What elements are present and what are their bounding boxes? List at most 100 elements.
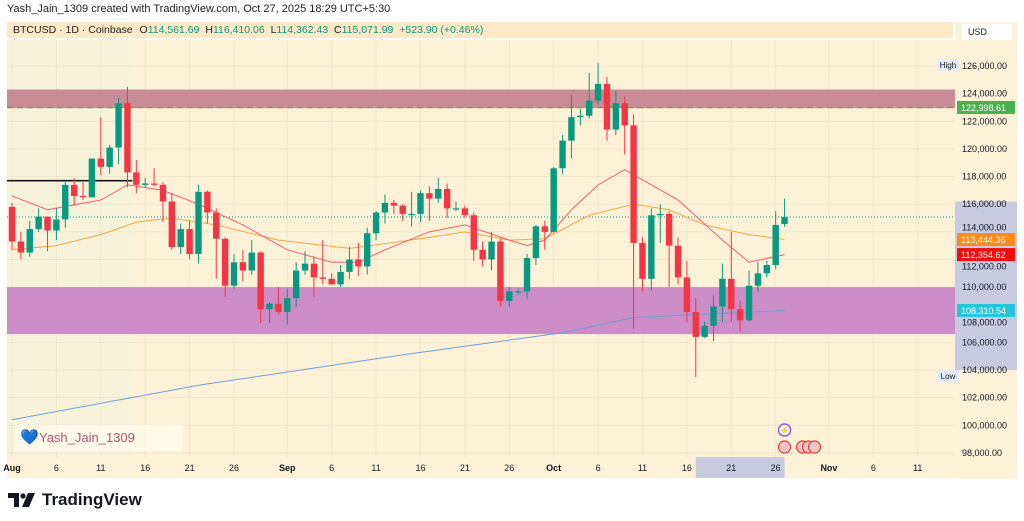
candle[interactable] — [364, 233, 371, 267]
support-zone[interactable] — [7, 287, 955, 335]
symbol-label[interactable]: BTCUSD · 1D · Coinbase — [13, 24, 133, 36]
candle[interactable] — [541, 226, 548, 232]
candle[interactable] — [337, 271, 344, 285]
candle[interactable] — [319, 277, 326, 279]
candle[interactable] — [355, 259, 362, 267]
candle[interactable] — [408, 213, 415, 216]
candle[interactable] — [479, 249, 486, 260]
candle[interactable] — [97, 158, 104, 167]
candle[interactable] — [523, 258, 531, 292]
candle[interactable] — [417, 193, 424, 214]
candle[interactable] — [35, 216, 42, 230]
candle[interactable] — [239, 262, 247, 271]
candle[interactable] — [603, 83, 611, 130]
candle[interactable] — [221, 238, 229, 286]
candle[interactable] — [630, 125, 637, 243]
candle[interactable] — [8, 206, 16, 242]
candle[interactable] — [648, 215, 655, 279]
candle[interactable] — [266, 303, 273, 310]
flash-event-icon[interactable] — [777, 423, 792, 437]
candle[interactable] — [772, 224, 779, 266]
candle[interactable] — [754, 273, 762, 286]
candle[interactable] — [292, 270, 300, 299]
candle[interactable] — [115, 103, 122, 148]
candle[interactable] — [621, 103, 628, 126]
candle[interactable] — [568, 117, 575, 141]
candle[interactable] — [195, 191, 202, 254]
candle[interactable] — [62, 184, 69, 220]
candle[interactable] — [17, 241, 25, 253]
candle[interactable] — [745, 285, 753, 321]
candle[interactable] — [594, 83, 602, 101]
us-flag-event-icon[interactable] — [777, 440, 792, 454]
price-tick-label: 106,000.00 — [962, 337, 1007, 347]
candle[interactable] — [692, 311, 699, 337]
candle[interactable] — [70, 184, 78, 196]
candle[interactable] — [763, 265, 770, 274]
candle[interactable] — [452, 208, 460, 210]
candle[interactable] — [639, 242, 646, 279]
candle[interactable] — [150, 183, 158, 185]
candle[interactable] — [683, 277, 691, 312]
candle[interactable] — [346, 259, 353, 272]
candle[interactable] — [443, 188, 451, 209]
candle[interactable] — [657, 213, 664, 216]
candle[interactable] — [310, 263, 318, 278]
candle[interactable] — [142, 183, 149, 185]
candle[interactable] — [381, 202, 389, 213]
candle[interactable] — [674, 245, 682, 278]
candle[interactable] — [461, 208, 469, 216]
candle[interactable] — [435, 188, 442, 199]
candle[interactable] — [426, 193, 433, 199]
candle[interactable] — [159, 184, 167, 202]
currency-button[interactable]: USD — [962, 24, 1012, 40]
candle[interactable] — [177, 229, 184, 248]
candle[interactable] — [781, 217, 788, 225]
candle[interactable] — [213, 212, 220, 239]
candle[interactable] — [88, 158, 96, 198]
price-tick-label: 114,000.00 — [962, 223, 1006, 233]
candle[interactable] — [665, 213, 673, 246]
candle[interactable] — [586, 100, 593, 116]
resistance-zone[interactable] — [7, 89, 955, 109]
candle[interactable] — [106, 147, 113, 167]
candle[interactable] — [390, 202, 398, 206]
candle[interactable] — [328, 278, 335, 285]
candle[interactable] — [497, 241, 504, 301]
candle[interactable] — [399, 205, 406, 214]
candle[interactable] — [44, 216, 51, 231]
candle[interactable] — [53, 219, 60, 231]
candle[interactable] — [26, 229, 33, 253]
candle[interactable] — [79, 195, 87, 198]
candle[interactable] — [372, 212, 380, 234]
candle[interactable] — [559, 140, 566, 169]
candle[interactable] — [736, 309, 744, 321]
candle[interactable] — [550, 168, 557, 232]
candle[interactable] — [248, 252, 255, 271]
candle[interactable] — [301, 263, 309, 271]
candle[interactable] — [728, 278, 735, 310]
candle[interactable] — [532, 226, 540, 259]
candle[interactable] — [710, 306, 717, 326]
candle[interactable] — [701, 325, 708, 337]
candle[interactable] — [257, 252, 264, 310]
candle[interactable] — [133, 172, 140, 185]
candle[interactable] — [488, 241, 495, 260]
chart-area[interactable] — [7, 40, 1017, 478]
candle[interactable] — [470, 215, 477, 250]
candle[interactable] — [275, 303, 282, 312]
candle[interactable] — [230, 262, 238, 286]
candle[interactable] — [284, 298, 291, 312]
candle[interactable] — [204, 191, 211, 213]
candle[interactable] — [124, 103, 131, 173]
tradingview-logo[interactable]: TradingView — [8, 490, 142, 510]
candle[interactable] — [506, 291, 513, 301]
candle[interactable] — [168, 201, 176, 248]
candle[interactable] — [186, 229, 193, 254]
candle[interactable] — [577, 115, 584, 118]
us-flag-event-icon[interactable] — [807, 440, 822, 454]
candle[interactable] — [719, 278, 726, 307]
candle[interactable] — [612, 103, 620, 130]
candle[interactable] — [514, 291, 522, 293]
